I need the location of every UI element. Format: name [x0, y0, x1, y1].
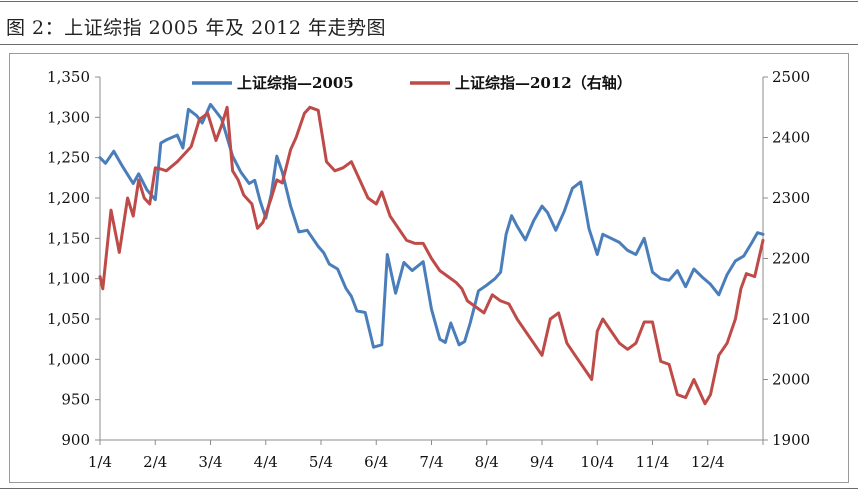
y-tick-label: 1,350	[47, 68, 90, 86]
x-tick-label: 10/4	[580, 453, 614, 471]
y-tick-label: 1,050	[47, 310, 90, 328]
y2-tick-label: 2400	[772, 129, 810, 147]
legend-label-2012: 上证综指—2012（右轴）	[455, 74, 632, 92]
y-tick-label: 900	[61, 431, 90, 449]
bottom-rule	[0, 488, 858, 489]
y-tick-label: 950	[61, 391, 90, 409]
x-tick-label: 12/4	[691, 453, 725, 471]
x-tick-label: 1/4	[88, 453, 112, 471]
figure-title: 图 2：上证综指 2005 年及 2012 年走势图	[6, 17, 386, 39]
legend-label-2005: 上证综指—2005	[237, 74, 354, 92]
x-tick-label: 4/4	[254, 453, 278, 471]
series-layer	[98, 102, 765, 406]
y-tick-label: 1,150	[47, 229, 90, 247]
y-tick-label: 1,250	[47, 149, 90, 167]
y2-tick-label: 2500	[772, 68, 810, 86]
top-rule	[0, 1, 858, 2]
x-tick-label: 5/4	[309, 453, 333, 471]
chart-axes: 900 950 1,000 1,050 1,100 1,150 1,200 1,250 1,30…	[47, 68, 810, 471]
series-line-2012	[98, 105, 765, 406]
x-tick-label: 3/4	[198, 453, 222, 471]
y-tick-label: 1,200	[47, 189, 90, 207]
y2-tick-label: 2100	[772, 310, 810, 328]
x-tick-label: 2/4	[143, 453, 167, 471]
x-tick-label: 6/4	[364, 453, 388, 471]
y2-tick-label: 2200	[772, 250, 810, 268]
y2-tick-label: 2000	[772, 371, 810, 389]
series-line-2005	[98, 102, 765, 349]
y2-tick-label: 2300	[772, 189, 810, 207]
chart-legend: 上证综指—2005 上证综指—2012（右轴）	[192, 74, 632, 92]
title-rule	[0, 44, 858, 45]
x-tick-label: 11/4	[636, 453, 670, 471]
x-tick-label: 9/4	[530, 453, 554, 471]
y-tick-label: 1,100	[47, 270, 90, 288]
x-tick-label: 7/4	[419, 453, 443, 471]
x-tick-label: 8/4	[475, 453, 499, 471]
y-tick-label: 1,000	[47, 350, 90, 368]
chart-frame	[9, 53, 849, 483]
y2-tick-label: 1900	[772, 431, 810, 449]
y-tick-label: 1,300	[47, 108, 90, 126]
